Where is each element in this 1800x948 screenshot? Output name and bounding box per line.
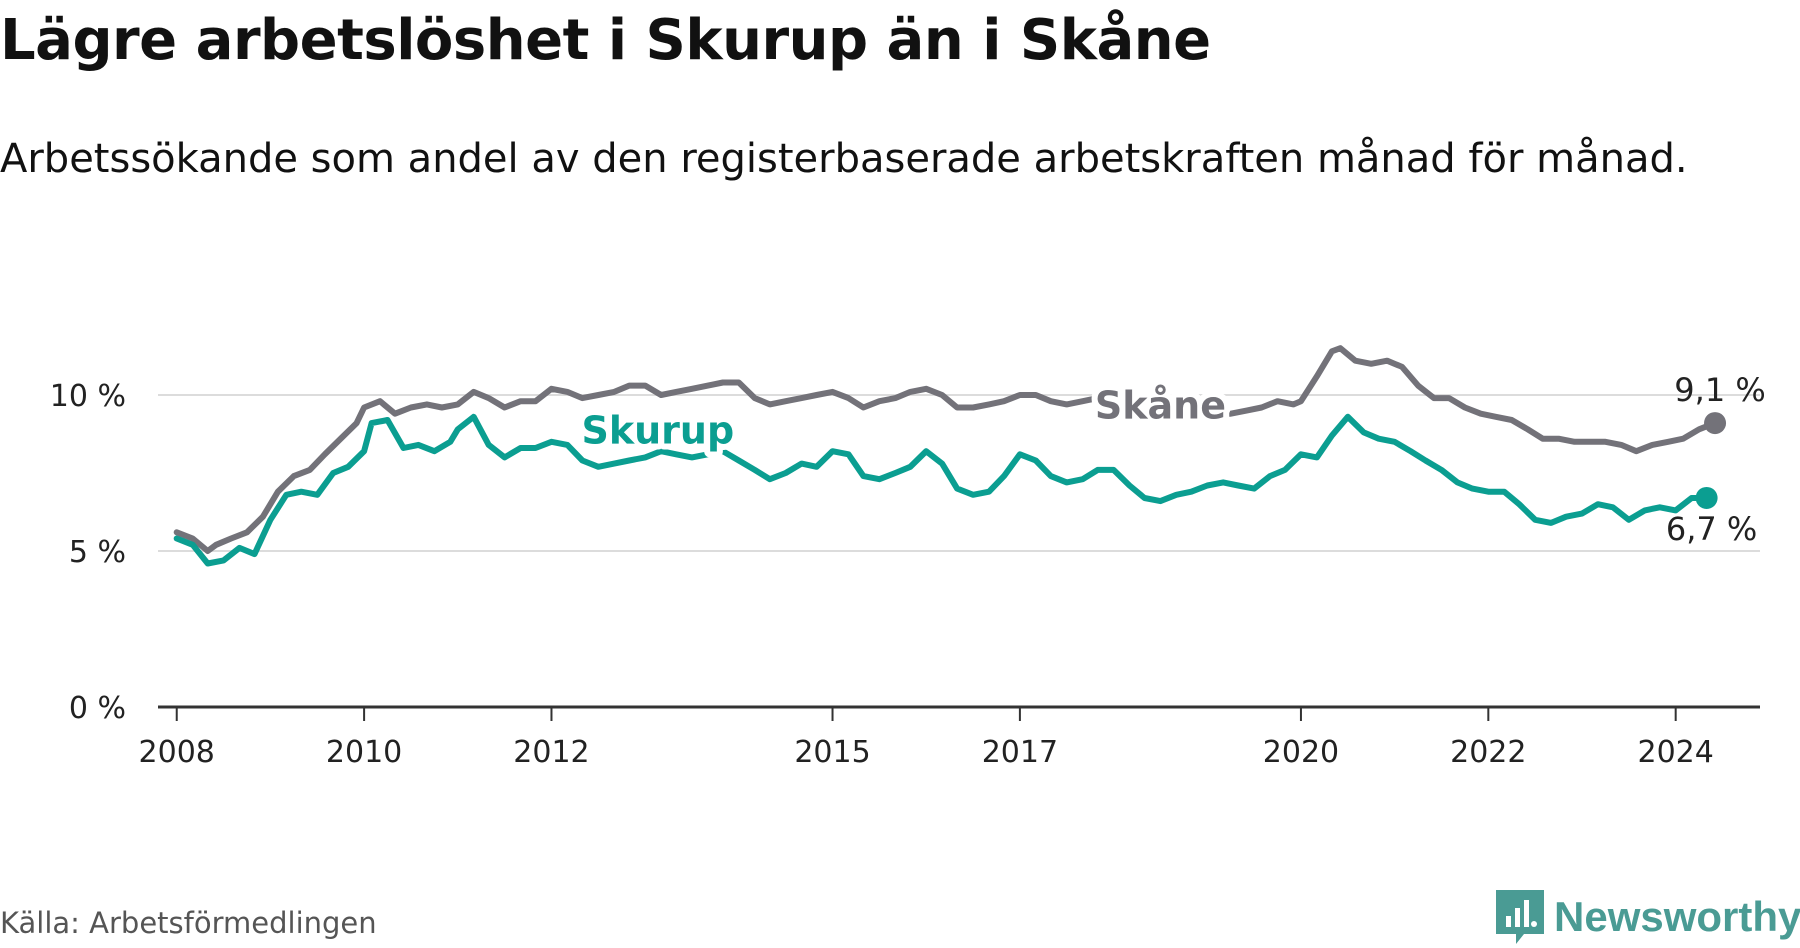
series-labels: 9,1 % 6,7 % Skåne Skurup <box>575 371 1765 548</box>
newsworthy-brand[interactable]: Newsworthy <box>1494 888 1800 946</box>
y-tick-label: 0 % <box>69 691 126 726</box>
x-tick-label: 2008 <box>139 735 215 770</box>
x-tick-label: 2012 <box>513 735 589 770</box>
x-tick-label: 2017 <box>982 735 1058 770</box>
gridlines <box>158 394 1760 552</box>
x-tick-label: 2022 <box>1450 735 1526 770</box>
y-axis-ticks: 0 % 5 % 10 % <box>50 379 126 726</box>
y-tick-label: 5 % <box>69 535 126 570</box>
end-value-label: 6,7 % <box>1666 510 1757 548</box>
series-label-skurup: Skurup <box>581 408 734 452</box>
x-tick-label: 2010 <box>326 735 402 770</box>
source-note: Källa: Arbetsförmedlingen <box>0 906 377 940</box>
chart-subtitle: Arbetssökande som andel av den registerb… <box>0 136 1688 182</box>
end-value-label: 9,1 % <box>1674 371 1765 409</box>
y-tick-label: 10 % <box>50 379 126 414</box>
brand-name: Newsworthy <box>1554 893 1800 940</box>
newsworthy-logo-icon <box>1496 890 1544 944</box>
x-axis: 2008 2010 2012 2015 2017 2020 2022 2024 <box>139 705 1760 770</box>
x-tick-label: 2015 <box>794 735 870 770</box>
end-marker-skurup <box>1695 486 1718 509</box>
x-tick-label: 2024 <box>1638 735 1714 770</box>
series-label-skåne: Skåne <box>1095 383 1226 427</box>
series-line-skåne <box>173 345 1718 554</box>
x-tick-label: 2020 <box>1263 735 1339 770</box>
series-line-skurup <box>173 413 1710 567</box>
end-marker-skåne <box>1704 412 1727 435</box>
series-lines <box>173 345 1727 567</box>
chart-title: Lägre arbetslöshet i Skurup än i Skåne <box>0 8 1211 73</box>
